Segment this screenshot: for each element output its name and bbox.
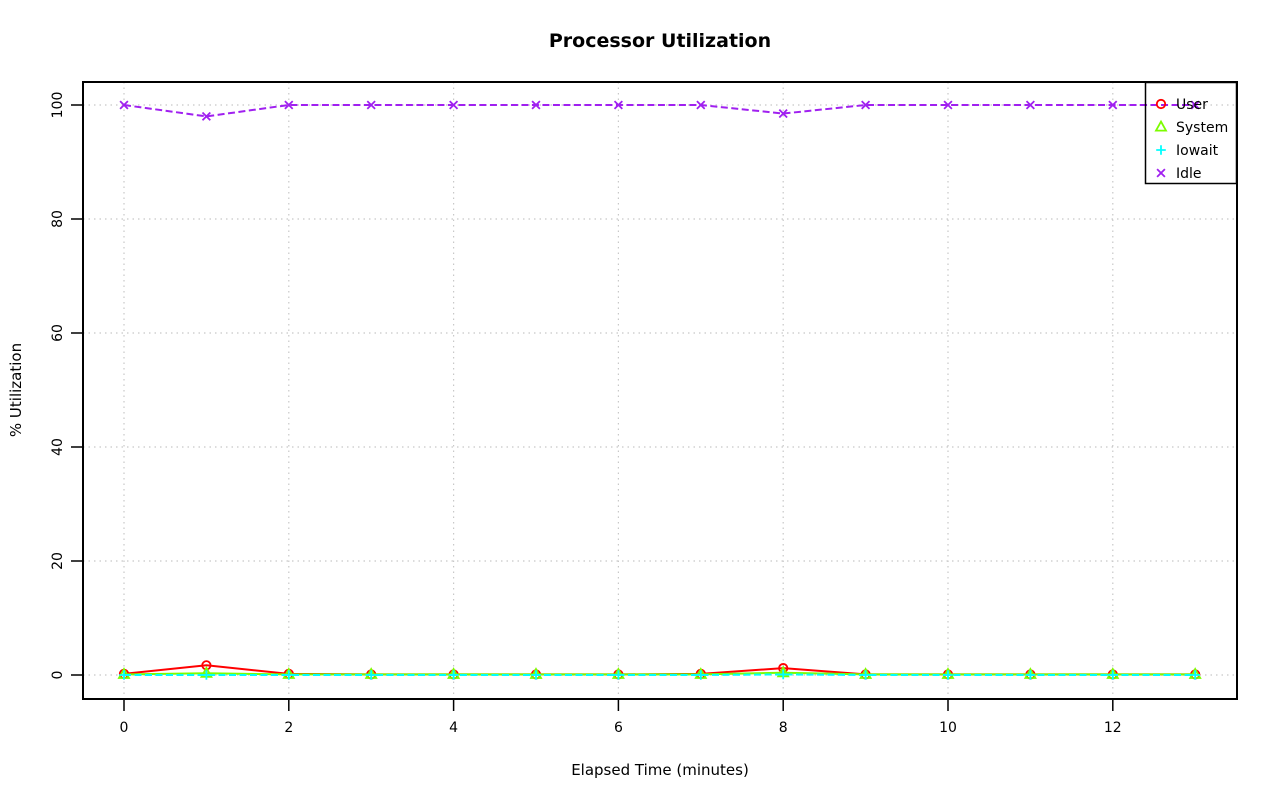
legend-label-idle: Idle [1176, 166, 1202, 182]
legend-marker-iowait [1156, 145, 1166, 155]
series-idle [119, 100, 1200, 121]
series-iowait-point-0 [119, 670, 129, 680]
series-iowait-point-2 [283, 670, 294, 680]
series-iowait-point-5 [531, 670, 541, 680]
series-idle-point-2 [284, 100, 294, 110]
series-iowait-line [124, 673, 1196, 676]
series-iowait-point-1 [201, 670, 212, 680]
legend-marker-system [1154, 119, 1168, 132]
x-tick-label-0: 0 [120, 720, 129, 736]
legend-marker-idle [1156, 168, 1166, 178]
series-iowait-point-9 [860, 670, 871, 680]
y-tick-label-60: 60 [50, 324, 66, 342]
series-iowait [119, 669, 1200, 680]
series-idle-point-11 [1025, 100, 1035, 110]
series-idle-line [123, 104, 1196, 118]
x-tick-label-6: 6 [614, 720, 623, 736]
series-idle-point-4 [449, 100, 459, 110]
y-tick-label-100: 100 [50, 92, 66, 119]
legend-label-iowait: Iowait [1176, 143, 1219, 159]
series-idle-point-3 [366, 100, 376, 110]
x-tick-label-12: 12 [1104, 720, 1122, 736]
series-iowait-point-8 [778, 669, 789, 680]
y-tick-label-0: 0 [50, 671, 66, 680]
legend-label-system: System [1176, 120, 1228, 136]
series-iowait-point-4 [448, 670, 459, 680]
legend-label-user: User [1176, 97, 1208, 113]
legend-marker-user [1155, 98, 1167, 110]
series-idle-point-1 [201, 111, 211, 121]
grid-lines [83, 82, 1237, 699]
series-idle-point-0 [119, 100, 129, 110]
x-tick-label-10: 10 [939, 720, 957, 736]
legend-entry-iowait: Iowait [1156, 143, 1219, 159]
chart-title: Processor Utilization [548, 30, 772, 52]
legend-entry-idle: Idle [1156, 166, 1202, 182]
legend-entry-user: User [1155, 97, 1208, 113]
legend-entry-system: System [1154, 119, 1228, 136]
y-axis-title: % Utilization [7, 342, 25, 438]
legend-box [1144, 81, 1238, 185]
y-axis: 0 20 40 60 80 100 [50, 92, 83, 680]
x-tick-label-2: 2 [284, 720, 293, 736]
x-axis-title: Elapsed Time (minutes) [571, 761, 749, 779]
series-user [118, 660, 1201, 680]
series-idle-point-8 [778, 109, 788, 119]
y-tick-label-40: 40 [50, 438, 66, 456]
x-tick-label-8: 8 [779, 720, 788, 736]
y-tick-label-20: 20 [50, 552, 66, 570]
series-idle-point-9 [861, 100, 871, 110]
plot-box [82, 81, 1238, 700]
series-iowait-point-3 [366, 670, 377, 680]
series-iowait-point-11 [1025, 670, 1036, 680]
series-idle-point-13 [1190, 100, 1200, 110]
legend: User System Iowait Idle [1144, 81, 1238, 185]
series-iowait-point-12 [1108, 670, 1118, 680]
x-tick-label-4: 4 [449, 720, 458, 736]
series-iowait-point-7 [695, 670, 706, 680]
series-idle-point-7 [696, 100, 706, 110]
series-idle-point-5 [531, 100, 541, 110]
series-iowait-point-13 [1190, 670, 1200, 680]
series-iowait-point-10 [943, 670, 953, 680]
series-idle-point-10 [943, 100, 953, 110]
x-axis: 0 2 4 6 8 10 12 [120, 699, 1122, 736]
series-idle-point-6 [613, 100, 623, 110]
y-tick-label-80: 80 [50, 210, 66, 228]
series-idle-point-12 [1108, 100, 1118, 110]
series-iowait-point-6 [613, 670, 624, 680]
